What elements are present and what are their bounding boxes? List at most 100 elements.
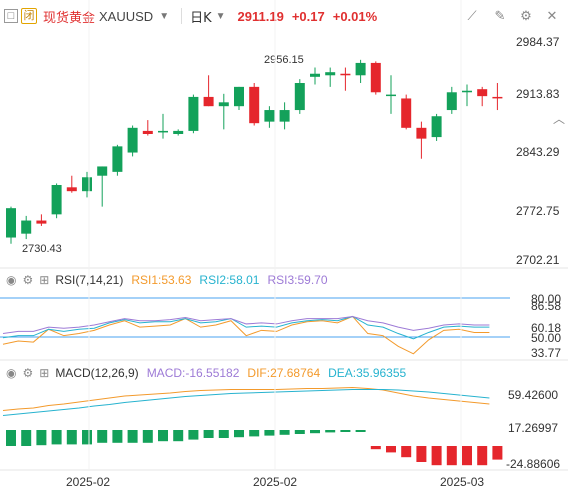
indicator-box-icon: ⊞ [39,273,50,287]
rsi-tick: 80.00 [531,292,561,306]
macd-bar [249,430,260,437]
macd-bar [431,446,442,466]
rsi2-value: RSI2:58.01 [199,273,260,287]
macd-bar [158,430,168,442]
indicator-icon[interactable]: ⟋ [467,8,477,23]
macd-bar [416,446,427,462]
macd-bar [97,430,108,443]
macd-bar [203,430,214,438]
macd-bar [82,430,92,445]
close-icon[interactable]: ✕ [546,8,558,23]
candle-body [82,177,92,192]
macd-bar [127,430,138,443]
candle-body [446,92,457,111]
candle-body [431,116,442,138]
candle-body [21,220,32,234]
candle-body [6,208,16,238]
high-annotation: 2956.15 [264,54,304,66]
candle-body [203,96,214,107]
macd-bar [340,430,351,432]
macd-bar [51,430,62,445]
candle-body [401,98,412,128]
macd-tick: -24.88606 [506,457,560,471]
rsi-tick: 50.00 [531,331,561,345]
rsi1-value: RSI1:53.63 [131,273,192,287]
price-change-pct: +0.01% [332,8,378,24]
draw-icon[interactable]: ✎ [494,8,506,23]
macd-bar [112,430,123,443]
rsi-lines [2,315,490,355]
macd-bar [36,430,47,446]
candle-body [477,89,488,97]
symbol-code[interactable]: XAUUSD [99,8,154,24]
x-tick: 2025-02 [253,475,297,489]
dea-value: DEA:35.96355 [328,366,407,380]
rsi-line-1 [2,315,490,355]
candle-body [325,72,336,76]
rsi-tick: 86.58 [531,299,561,313]
hide-icon[interactable]: ◉ [6,273,17,287]
settings-icon[interactable]: ⚙ [22,366,34,380]
settings-icon[interactable]: ⚙ [520,8,532,23]
candle-body [127,127,138,153]
hide-icon[interactable]: ◉ [6,366,17,380]
price-tick: 2843.29 [516,145,560,159]
rsi-panel-header: ◉ ⚙ ⊞ RSI(7,14,21) RSI1:53.63 RSI2:58.01… [6,273,328,287]
macd-bar [188,430,199,440]
macd-tick: 17.26997 [508,421,558,435]
rsi-title[interactable]: RSI(7,14,21) [55,273,124,287]
macd-bar [386,446,396,453]
x-tick: 2025-02 [66,475,110,489]
rsi-tick: 60.18 [531,321,561,335]
symbol-dropdown-icon[interactable]: ▼ [159,10,170,22]
macd-bar [462,446,472,466]
candlestick-series [6,59,503,244]
macd-bar [264,430,275,436]
macd-bar [234,430,244,438]
candle-body [188,96,199,131]
rsi-line-2 [2,315,490,340]
macd-bar [370,446,381,450]
dif-line [2,386,490,411]
macd-value: MACD:-16.55182 [146,366,240,380]
macd-bar [446,446,457,466]
price-change: +0.17 [291,8,325,24]
chevron-up-icon[interactable]: ︿ [553,112,566,126]
macd-bar [492,446,503,460]
settings-icon[interactable]: ⚙ [22,273,34,287]
macd-bar [477,446,488,466]
macd-tick: 59.42600 [508,388,558,402]
period-selector[interactable]: 日K [190,10,212,26]
candle-body [355,62,366,76]
price-tick: 2772.75 [516,204,560,218]
macd-bar [294,430,305,434]
dif-value: DIF:27.68764 [247,366,321,380]
period-dropdown-icon[interactable]: ▼ [215,10,226,22]
candle-body [234,86,244,107]
macd-title[interactable]: MACD(12,26,9) [55,366,139,380]
rsi3-value: RSI3:59.70 [267,273,328,287]
macd-bar [325,430,336,433]
macd-bar [173,430,184,442]
price-tick: 2984.37 [516,35,560,49]
rsi-tick: 33.77 [531,346,561,360]
candle-body [66,187,77,192]
candle-body [218,102,229,107]
candle-body [386,94,396,97]
price-tick: 2913.83 [516,87,560,101]
candle-body [416,127,427,139]
dea-line [2,389,490,416]
candle-body [97,166,108,176]
macd-panel-header: ◉ ⚙ ⊞ MACD(12,26,9) MACD:-16.55182 DIF:2… [6,366,406,380]
macd-bar [279,430,290,435]
macd-bar [310,430,320,434]
candle-body [142,130,153,134]
candle-body [492,96,503,99]
symbol-badge: 闭 [21,8,37,24]
collapse-icon[interactable]: □ [4,9,18,23]
candle-body [370,62,381,93]
low-annotation: 2730.43 [22,243,62,255]
x-tick: 2025-03 [440,475,484,489]
symbol-name[interactable]: 现货黄金 [43,10,96,26]
